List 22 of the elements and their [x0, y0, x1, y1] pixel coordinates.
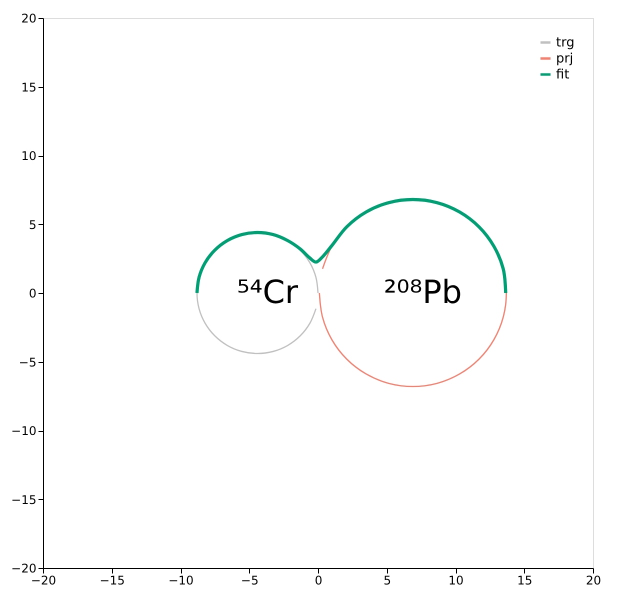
- y-tick-label: −5: [18, 355, 36, 370]
- x-tick-label: −15: [100, 574, 125, 588]
- y-tick-label: −15: [11, 492, 36, 507]
- x-tick-label: 10: [448, 574, 464, 588]
- annotation: ²⁰⁸Pb: [384, 273, 462, 311]
- x-tick-label: 20: [586, 574, 602, 588]
- annotation: ⁵⁴Cr: [236, 273, 299, 311]
- x-tick-label: 5: [383, 574, 392, 588]
- x-tick-label: 0: [314, 574, 322, 588]
- y-tick-label: −10: [11, 424, 36, 438]
- legend-label: prj: [556, 52, 574, 66]
- legend-label: fit: [556, 68, 570, 82]
- y-tick-label: −20: [11, 562, 36, 576]
- y-tick-label: 10: [21, 149, 36, 163]
- x-tick-label: −5: [240, 574, 259, 588]
- y-tick-label: 0: [28, 286, 36, 300]
- legend-label: trg: [556, 36, 574, 50]
- y-tick-label: 15: [21, 80, 36, 94]
- x-tick-label: 15: [517, 574, 532, 588]
- y-tick-label: 20: [21, 12, 36, 26]
- x-tick-label: −10: [168, 574, 194, 588]
- y-tick-label: 5: [28, 218, 36, 232]
